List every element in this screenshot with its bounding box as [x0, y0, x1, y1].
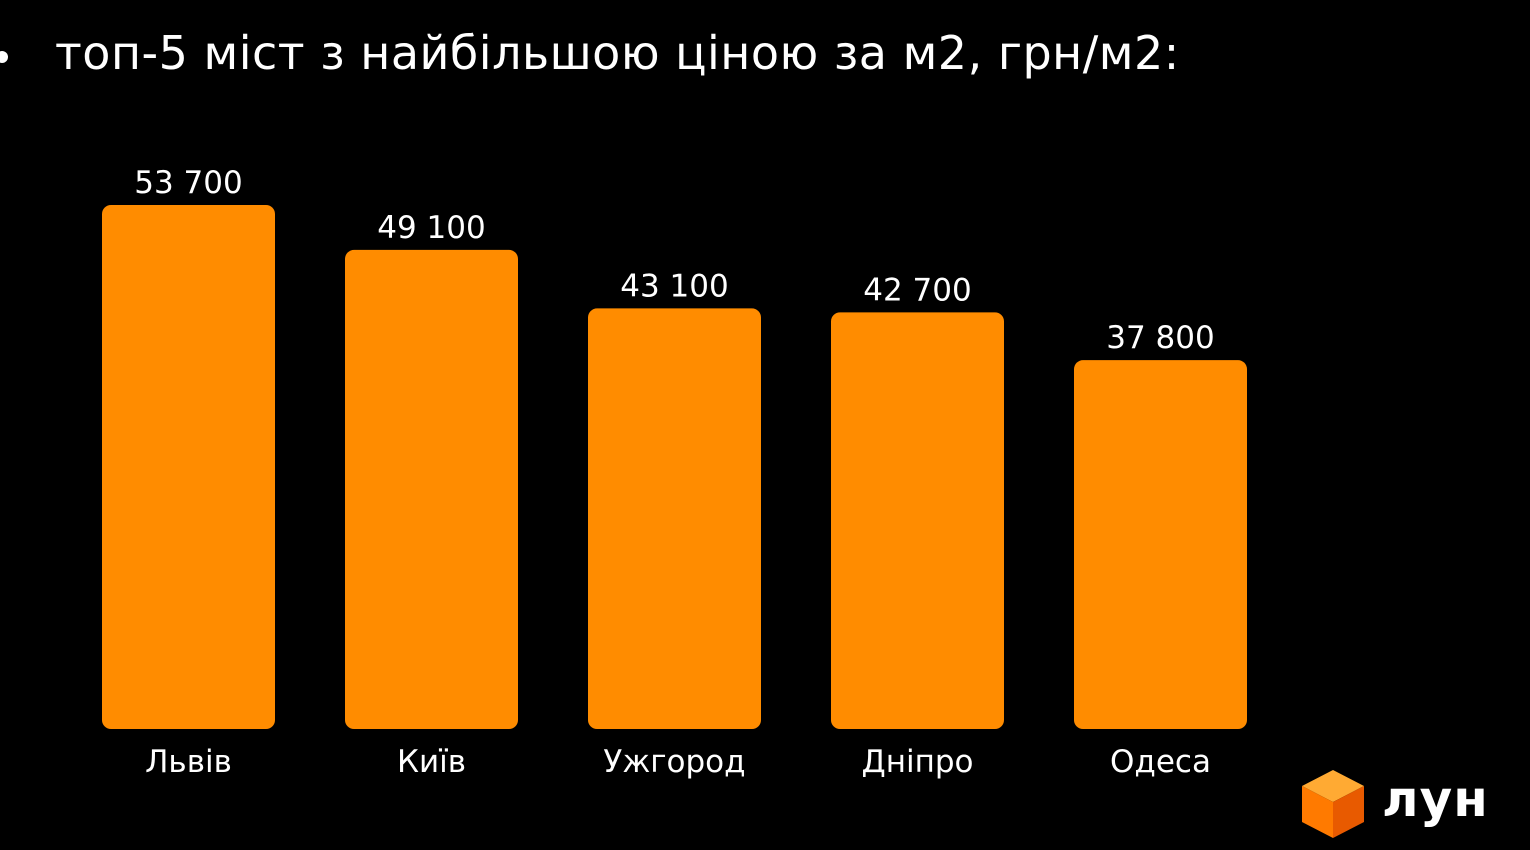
category-label: Київ: [397, 744, 466, 780]
data-label: 53 700: [134, 165, 242, 201]
data-label: 37 800: [1106, 320, 1214, 356]
lun-logo: лун: [1298, 768, 1498, 840]
category-label: Ужгород: [603, 744, 745, 780]
bar-4: [831, 312, 1004, 729]
logo-text: лун: [1382, 770, 1489, 828]
orange-cube-icon: [1302, 770, 1364, 838]
data-label: 43 100: [620, 268, 728, 304]
bar-1: [102, 205, 275, 729]
data-label: 49 100: [377, 210, 485, 246]
bar-5: [1074, 360, 1247, 729]
bullet-icon: [0, 51, 8, 63]
title-row: топ-5 міст з найбільшою ціною за м2, грн…: [0, 18, 1500, 98]
category-label: Львів: [145, 744, 232, 780]
chart-title: топ-5 міст з найбільшою ціною за м2, грн…: [55, 26, 1180, 80]
category-label: Одеса: [1110, 744, 1211, 780]
category-label: Дніпро: [861, 744, 973, 780]
bar-3: [588, 308, 761, 729]
bar-2: [345, 249, 518, 729]
data-label: 42 700: [863, 272, 971, 308]
